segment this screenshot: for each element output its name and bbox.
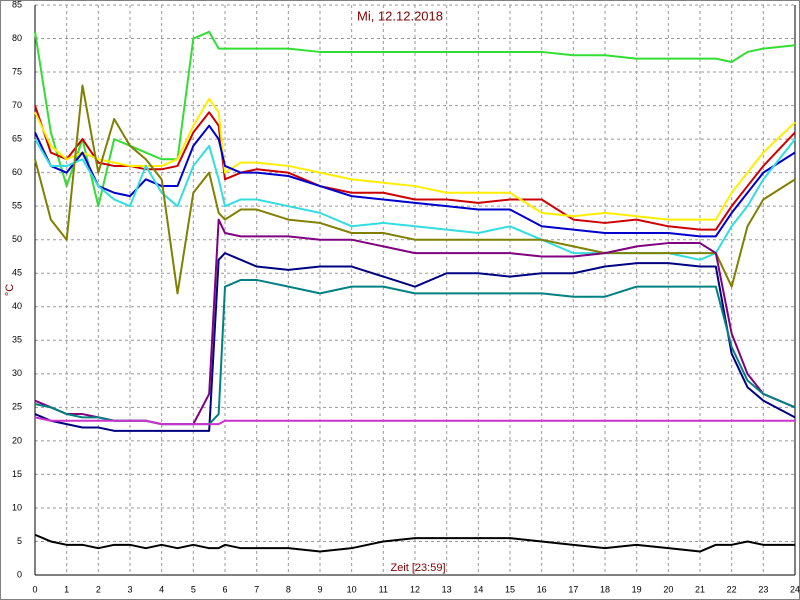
x-tick-label: 14 xyxy=(473,584,483,594)
y-tick-label: 20 xyxy=(12,435,22,445)
x-tick-label: 10 xyxy=(347,584,357,594)
x-tick-label: 11 xyxy=(379,584,388,594)
x-tick-label: 2 xyxy=(96,584,101,594)
series-line xyxy=(34,30,796,208)
y-axis-label: °C xyxy=(4,284,16,296)
y-tick-label: 55 xyxy=(12,201,22,211)
x-tick-label: 13 xyxy=(442,584,452,594)
x-tick-label: 15 xyxy=(505,584,515,594)
y-tick-label: 10 xyxy=(12,502,22,512)
x-tick-label: 20 xyxy=(663,584,673,594)
y-tick-label: 15 xyxy=(12,469,22,479)
x-tick-label: 7 xyxy=(254,584,259,594)
x-axis-label: Zeit [23:59] xyxy=(390,562,445,574)
series-line xyxy=(34,97,796,221)
y-tick-label: 25 xyxy=(12,402,22,412)
y-tick-label: 80 xyxy=(12,33,22,43)
x-tick-label: 6 xyxy=(222,584,227,594)
y-tick-label: 70 xyxy=(12,100,22,110)
y-tick-label: 85 xyxy=(12,0,22,9)
x-tick-label: 22 xyxy=(727,584,737,594)
x-tick-label: 18 xyxy=(600,584,610,594)
x-tick-label: 8 xyxy=(286,584,291,594)
y-tick-label: 35 xyxy=(12,335,22,345)
y-tick-label: 5 xyxy=(17,536,22,546)
x-tick-label: 0 xyxy=(32,584,37,594)
y-tick-label: 45 xyxy=(12,268,22,278)
x-tick-label: 3 xyxy=(127,584,132,594)
series-line xyxy=(34,252,796,432)
x-tick-label: 12 xyxy=(410,584,420,594)
y-tick-label: 30 xyxy=(12,368,22,378)
y-tick-label: 75 xyxy=(12,66,22,76)
x-tick-label: 1 xyxy=(64,584,69,594)
series-line xyxy=(34,124,796,238)
x-tick-label: 24 xyxy=(790,584,800,594)
chart-title: Mi, 12.12.2018 xyxy=(357,8,443,23)
x-tick-label: 16 xyxy=(537,584,547,594)
x-tick-label: 23 xyxy=(758,584,768,594)
series-line xyxy=(34,416,795,426)
series-line xyxy=(34,84,796,295)
y-tick-label: 40 xyxy=(12,301,22,311)
x-tick-label: 17 xyxy=(568,584,578,594)
y-tick-label: 65 xyxy=(12,133,22,143)
series-line xyxy=(34,533,795,553)
x-tick-label: 4 xyxy=(159,584,164,594)
y-tick-label: 50 xyxy=(12,234,22,244)
series-line xyxy=(34,138,796,261)
x-tick-label: 21 xyxy=(695,584,705,594)
y-tick-label: 60 xyxy=(12,167,22,177)
x-tick-label: 9 xyxy=(317,584,322,594)
y-tick-label: 0 xyxy=(17,569,22,579)
x-tick-label: 19 xyxy=(632,584,642,594)
x-tick-label: 5 xyxy=(191,584,196,594)
